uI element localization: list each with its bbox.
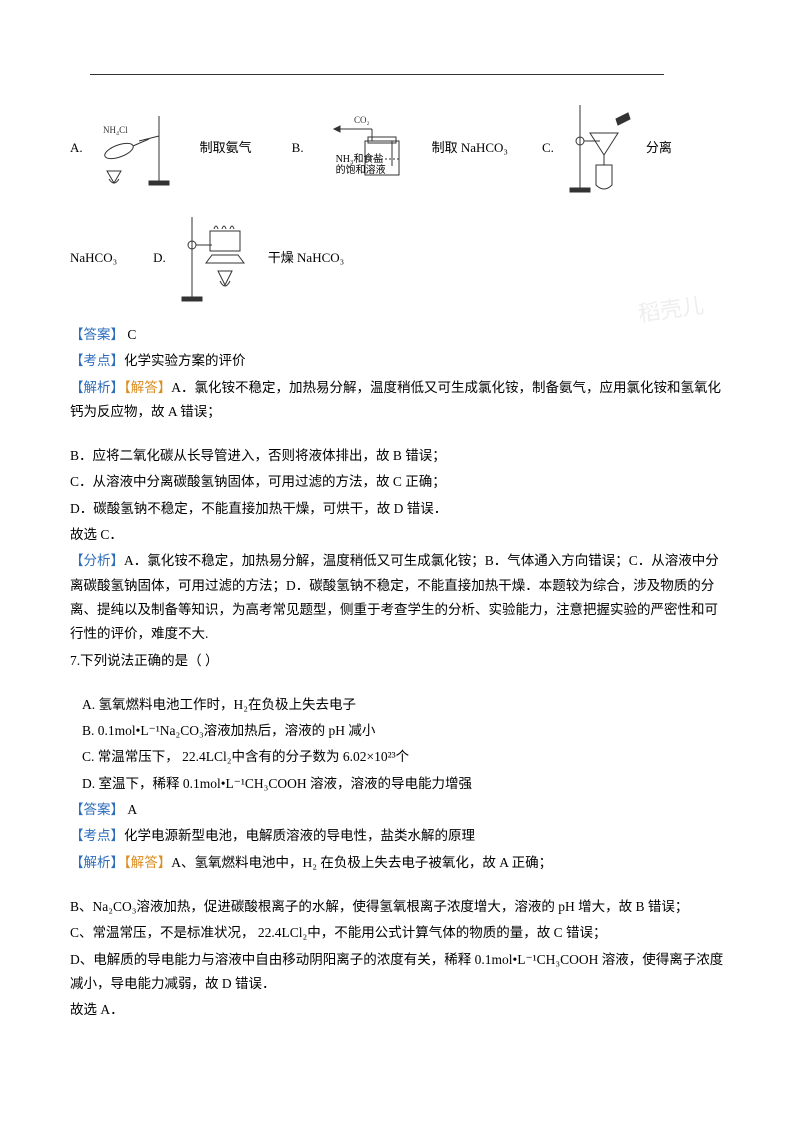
q7-jiexi-D: D、电解质的导电能力与溶液中自由移动阴阳离子的浓度有关，稀释 0.1mol•L⁻… [70, 948, 724, 997]
q7-optB: B. 0.1mol•L⁻¹Na₂CO₃溶液加热后，溶液的 pH 减小 [70, 719, 724, 743]
q7-optD: D. 室温下，稀释 0.1mol•L⁻¹CH₃COOH 溶液，溶液的导电能力增强 [70, 772, 724, 796]
q7-jiexi-C: C、常温常压，不是标准状况， 22.4LCl₂中，不能用公式计算气体的物质的量，… [70, 921, 724, 945]
q6-options-row2: NaHCO₃ D. 干燥 NaHCO₃ [70, 213, 724, 303]
q7-optC: C. 常温常压下， 22.4LCl₂中含有的分子数为 6.02×10²³个 [70, 745, 724, 769]
q6-optC-letter: C. [542, 136, 554, 159]
q6-jiexi-B: B．应将二氧化碳从长导管进入，否则将液体排出，故 B 错误； [70, 444, 724, 468]
q6-answer: C [124, 327, 136, 342]
spacer [70, 877, 724, 895]
spacer [70, 675, 724, 693]
kaodian-tag: 【考点】 [70, 353, 124, 368]
q6-optD-apparatus [172, 213, 262, 303]
fenxi-tag: 【分析】 [70, 553, 124, 568]
answer-tag: 【答案】 [70, 802, 124, 817]
q6-optA-text: 制取氨气 [200, 136, 252, 159]
kaodian-tag: 【考点】 [70, 828, 124, 843]
q7-answer-line: 【答案】 A [70, 798, 724, 822]
q7-jiexi-conclude: 故选 A． [70, 998, 724, 1022]
q6-options-row1: A. NH₄Cl 制取氨气 B. [70, 103, 724, 193]
q7-jiexi-B: B、Na₂CO₃溶液加热，促进碳酸根离子的水解，使得氢氧根离子浓度增大，溶液的 … [70, 895, 724, 919]
q7-jiexi-line: 【解析】【解答】A、氢氧燃料电池中，H₂ 在负极上失去电子被氧化，故 A 正确； [70, 851, 724, 875]
q7-answer: A [124, 802, 137, 817]
jieda-tag: 【解答】 [124, 380, 171, 395]
spacer [70, 426, 724, 444]
jieda-tag: 【解答】 [124, 855, 171, 870]
q6-optB-label2: 的饱和溶液 [336, 165, 426, 176]
q7-jiexi-A: A、氢氧燃料电池中，H₂ 在负极上失去电子被氧化，故 A 正确； [171, 855, 552, 870]
q7-kaodian: 化学电源新型电池，电解质溶液的导电性，盐类水解的原理 [124, 828, 475, 843]
answer-tag: 【答案】 [70, 327, 124, 342]
q6-kaodian-line: 【考点】化学实验方案的评价 [70, 349, 724, 373]
q6-jiexi-D: D．碳酸氢钠不稳定，不能直接加热干燥，可烘干，故 D 错误． [70, 497, 724, 521]
q6-optA-letter: A. [70, 136, 83, 159]
q7-kaodian-line: 【考点】化学电源新型电池，电解质溶液的导电性，盐类水解的原理 [70, 824, 724, 848]
q6-jiexi-conclude: 故选 C． [70, 523, 724, 547]
svg-text:CO₂: CO₂ [354, 115, 370, 125]
q6-jiexi-line: 【解析】【解答】A．氯化铵不稳定，加热易分解，温度稍低又可生成氯化铵，制备氨气，… [70, 376, 724, 425]
q6-jiexi-C: C．从溶液中分离碳酸氢钠固体，可用过滤的方法，故 C 正确； [70, 470, 724, 494]
q6-optC-prefix: NaHCO₃ [70, 246, 117, 269]
q6-optC-text: 分离 [646, 136, 672, 159]
q6-optA-apparatus: NH₄Cl [89, 111, 194, 186]
q6-optC-apparatus [560, 103, 640, 193]
q6-optD-text: 干燥 NaHCO₃ [268, 246, 344, 269]
q6-optB-label1: NH₃和食盐 [336, 154, 426, 165]
jiexi-tag: 【解析】 [70, 855, 124, 870]
q6-fenxi-line: 【分析】A．氯化铵不稳定，加热易分解，温度稍低又可生成氯化铵；B．气体通入方向错… [70, 549, 724, 646]
q6-kaodian: 化学实验方案的评价 [124, 353, 246, 368]
q7-stem: 7.下列说法正确的是（ ） [70, 649, 724, 673]
q6-answer-line: 【答案】 C [70, 323, 724, 347]
q6-optD-letter: D. [153, 246, 166, 269]
svg-text:NH₄Cl: NH₄Cl [103, 125, 128, 135]
q6-fenxi: A．氯化铵不稳定，加热易分解，温度稍低又可生成氯化铵；B．气体通入方向错误；C．… [70, 553, 719, 641]
page-top-rule [90, 74, 664, 75]
q7-optA: A. 氢氧燃料电池工作时，H₂在负极上失去电子 [70, 693, 724, 717]
q6-optB-text: 制取 NaHCO₃ [432, 136, 508, 159]
jiexi-tag: 【解析】 [70, 380, 124, 395]
q6-optB-letter: B. [292, 136, 304, 159]
